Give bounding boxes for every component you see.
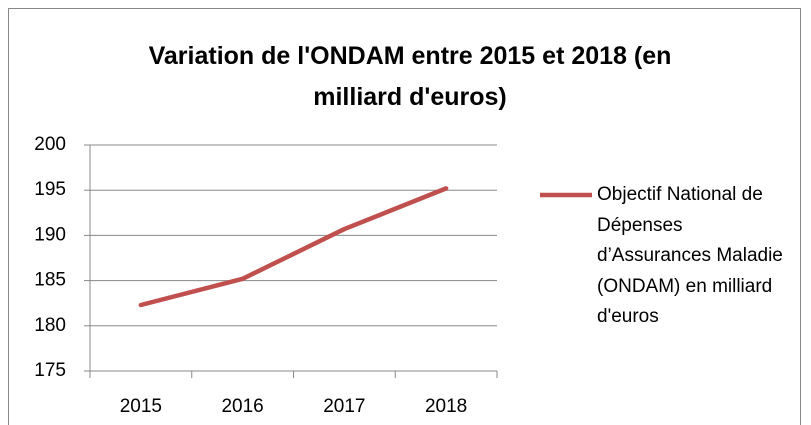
y-tick-label: 185 bbox=[34, 270, 66, 291]
x-tick-label: 2016 bbox=[221, 396, 263, 417]
y-tick-label: 190 bbox=[34, 224, 66, 245]
x-tick-label: 2015 bbox=[120, 396, 162, 417]
x-tick-label: 2018 bbox=[425, 396, 467, 417]
y-tick-label: 180 bbox=[34, 315, 66, 336]
y-tick-label: 200 bbox=[34, 134, 66, 155]
series-line bbox=[138, 186, 449, 308]
x-tick-label: 2017 bbox=[323, 396, 365, 417]
legend-label: Objectif National de Dépenses d’Assuranc… bbox=[597, 184, 783, 327]
y-tick-label: 175 bbox=[34, 360, 66, 381]
chart-title: Variation de l'ONDAM entre 2015 et 2018 … bbox=[148, 42, 672, 111]
chart-border bbox=[8, 8, 801, 425]
y-tick-label: 195 bbox=[34, 179, 66, 200]
